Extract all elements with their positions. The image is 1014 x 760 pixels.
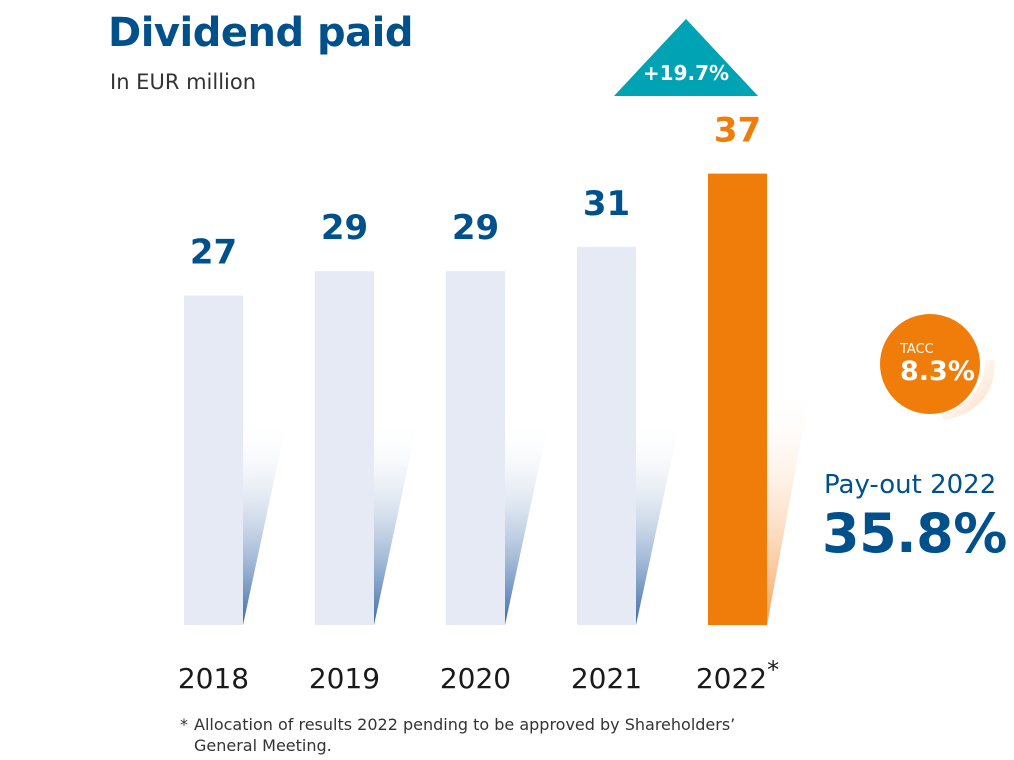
category-label: 2018 — [178, 662, 249, 695]
tacc-badge-circle — [880, 314, 980, 414]
bar-shadow — [767, 385, 811, 625]
chart-subtitle: In EUR million — [110, 70, 257, 94]
growth-badge-label: +19.7% — [643, 61, 729, 85]
payout-value: 35.8% — [822, 502, 1007, 565]
bar-shadow — [243, 420, 287, 625]
category-label: 2020 — [440, 662, 511, 695]
bar-2021 — [577, 246, 636, 626]
payout-label: Pay-out 2022 — [824, 470, 997, 500]
tacc-badge: TACC 8.3% — [880, 314, 995, 420]
bar-shadow — [505, 420, 549, 625]
bar-2022 — [708, 173, 767, 625]
chart-title: Dividend paid — [108, 10, 413, 56]
bars-group: 27 2018 29 2019 29 2020 31 2021 37 2022* — [178, 111, 811, 695]
footnote-text: Allocation of results 2022 pending to be… — [194, 715, 736, 755]
bar-value-label: 37 — [714, 111, 761, 151]
category-label: 2021 — [571, 662, 642, 695]
bar-value-label: 29 — [452, 208, 499, 248]
growth-badge-triangle — [614, 19, 758, 96]
category-footnote-marker: * — [767, 656, 779, 684]
bar-value-label: 31 — [583, 184, 630, 224]
bar-value-label: 27 — [190, 233, 237, 273]
bar-shadow — [636, 420, 680, 625]
tacc-badge-label: TACC — [899, 342, 934, 357]
category-label: 2022* — [696, 656, 779, 695]
tacc-badge-value: 8.3% — [900, 356, 975, 387]
bar-2018 — [184, 295, 243, 625]
bar-value-label: 29 — [321, 208, 368, 248]
bar-2020 — [446, 271, 505, 625]
growth-badge: +19.7% — [614, 19, 758, 96]
category-label: 2019 — [309, 662, 380, 695]
footnote: * Allocation of results 2022 pending to … — [180, 714, 740, 756]
bar-2019 — [315, 271, 374, 625]
bar-shadow — [374, 420, 418, 625]
footnote-marker: * — [180, 715, 188, 734]
tacc-badge-shadow — [940, 360, 995, 420]
